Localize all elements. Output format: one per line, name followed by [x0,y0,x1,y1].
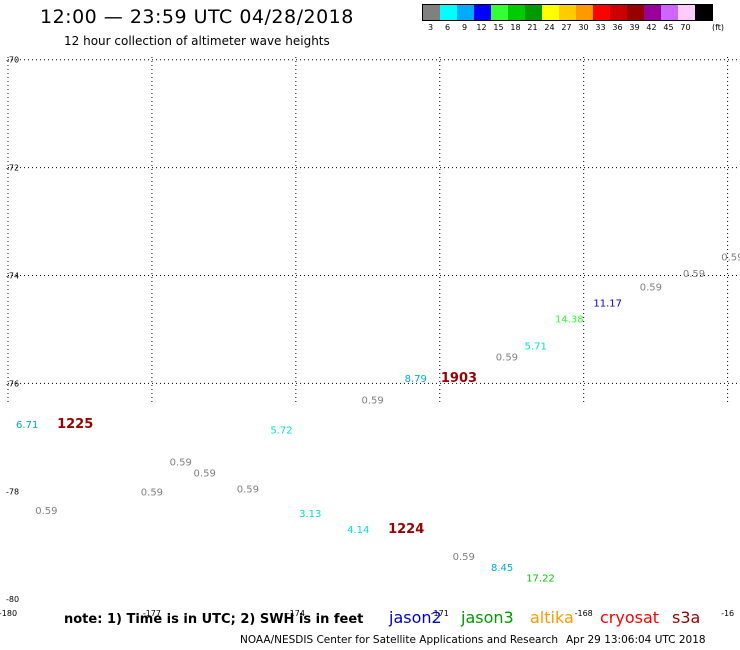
legend-label: 12 [476,23,487,32]
wave-height-label: 14.38 [555,315,584,326]
x-tick-label: -171 [431,609,449,618]
legend-label: 33 [595,23,606,32]
legend-label: 39 [629,23,640,32]
wave-height-label: 0.59 [640,282,662,293]
pass-time-label: 1224 [388,522,424,537]
legend-label: 15 [493,23,504,32]
wave-height-label: 0.59 [141,487,163,498]
pass-time-label: 1225 [57,417,93,432]
color-legend: (ft) 3 6 9 12 15 18 21 24 27 30 33 36 39 42 45 70 [422,4,724,37]
legend-unit: (ft) [712,23,725,32]
legend-swatch [440,5,457,20]
legend-label: 3 [427,23,434,32]
wave-height-label: 5.71 [525,342,547,353]
wave-height-label: 4.14 [347,525,369,536]
note-text: note: 1) Time is in UTC; 2) SWH is in fe… [64,612,364,627]
legend-swatch [525,5,542,20]
legend-swatch [423,5,440,20]
pass-time-label: 1903 [441,371,477,386]
legend-swatch [576,5,593,20]
y-tick-label: -70 [6,56,19,65]
y-tick-label: -80 [6,595,19,604]
wave-height-label: 0.59 [35,506,57,517]
wave-height-label: 0.59 [683,269,705,280]
satellite-s3a: s3a [672,608,701,627]
wave-height-label: 0.59 [170,458,192,469]
y-tick-label: -76 [6,379,19,388]
satellite-jason3: jason3 [461,608,514,627]
wave-height-label: 11.17 [593,298,622,309]
footer-credit: NOAA/NESDIS Center for Satellite Applica… [240,634,558,646]
legend-swatch [474,5,491,20]
chart-subtitle: 12 hour collection of altimeter wave hei… [64,34,330,48]
legend-label: 21 [527,23,538,32]
x-tick-label: -180 [0,609,17,618]
legend-swatch [644,5,661,20]
wave-height-label: 0.59 [496,352,518,363]
legend-label: 27 [561,23,572,32]
legend-swatch [542,5,559,20]
satellite-altika: altika [530,608,574,627]
footer-timestamp: Apr 29 13:06:04 UTC 2018 [566,634,706,646]
legend-swatch [508,5,525,20]
wave-height-label: 17.22 [526,574,555,585]
legend-label: 70 [680,23,691,32]
wave-height-label: 0.59 [361,396,383,407]
chart-title: 12:00 — 23:59 UTC 04/28/2018 [40,6,354,28]
legend-label: 45 [663,23,674,32]
y-tick-label: -72 [6,164,19,173]
wave-height-label: 5.72 [270,425,292,436]
legend-swatch [627,5,644,20]
x-tick-label: -16 [721,609,734,618]
satellite-cryosat: cryosat [600,608,660,627]
legend-label: 18 [510,23,521,32]
legend-label: 36 [612,23,623,32]
satellite-jason2: jason2 [389,608,442,627]
x-tick-label: -168 [575,609,593,618]
wave-height-label: 8.45 [491,563,513,574]
y-tick-label: -74 [6,272,19,281]
wave-height-label: 6.71 [16,420,38,431]
legend-swatch [695,5,712,20]
legend-label: 6 [444,23,451,32]
legend-swatch [491,5,508,20]
legend-label: 9 [461,23,468,32]
wave-height-label: 0.59 [237,485,259,496]
y-tick-label: -78 [6,487,19,496]
legend-label: 30 [578,23,589,32]
legend-swatch [610,5,627,20]
wave-height-label: 0.59 [453,552,475,563]
wave-height-label: 8.79 [405,374,427,385]
wave-height-label: 3.13 [299,509,321,520]
x-tick-label: -174 [287,609,305,618]
legend-swatch [559,5,576,20]
legend-swatch [457,5,474,20]
wave-height-label: 0.59 [721,253,740,264]
legend-label: 24 [544,23,555,32]
x-tick-label: -177 [143,609,161,618]
legend-swatches [422,4,713,21]
legend-swatch [678,5,695,20]
legend-label: 42 [646,23,657,32]
legend-labels: (ft) 3 6 9 12 15 18 21 24 27 30 33 36 39 42 45 70 [422,23,724,37]
legend-swatch [593,5,610,20]
legend-swatch [661,5,678,20]
wave-height-label: 0.59 [194,468,216,479]
